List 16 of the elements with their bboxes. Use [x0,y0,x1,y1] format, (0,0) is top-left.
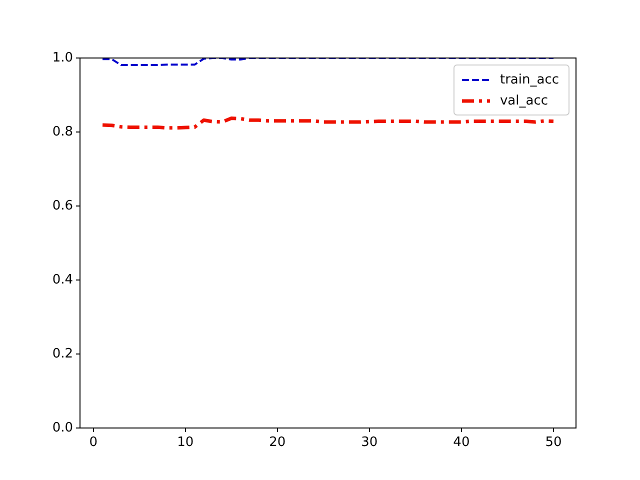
x-tick-label: 10 [177,435,194,450]
x-tick-label: 50 [545,435,562,450]
x-tick-label: 40 [453,435,470,450]
y-tick-label: 0.2 [52,346,73,362]
legend-label: val_acc [500,93,548,108]
y-tick-label: 0.8 [52,124,73,140]
y-tick-label: 0.0 [52,420,73,436]
y-tick-label: 1.0 [52,50,73,66]
legend-label: train_acc [500,72,560,88]
x-tick-label: 20 [269,435,286,450]
line-series [100,116,556,130]
y-tick-label: 0.6 [52,198,73,214]
x-tick-label: 0 [89,435,98,450]
y-tick-label: 0.4 [52,272,73,288]
x-tick-label: 30 [361,435,378,450]
line-series [102,58,554,66]
